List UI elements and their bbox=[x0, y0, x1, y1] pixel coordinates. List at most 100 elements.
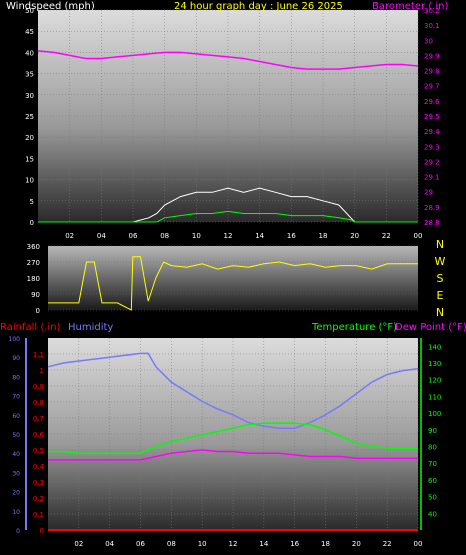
wind-x-tick: 04 bbox=[97, 232, 106, 240]
direction-tick: 270 bbox=[27, 259, 40, 267]
wind-x-tick: 22 bbox=[382, 232, 391, 240]
humidity-tick: 100 bbox=[9, 336, 21, 343]
temp-x-axis: 02 04 06 08 10 12 14 16 18 20 22 00 bbox=[74, 540, 422, 548]
windspeed-tick: 50 bbox=[25, 7, 34, 15]
dewpoint-axis-label: Dew Point (°F) bbox=[395, 322, 466, 333]
windspeed-tick: 20 bbox=[25, 134, 34, 142]
wind-x-tick: 00 bbox=[414, 232, 423, 240]
barometer-tick: 28.9 bbox=[424, 204, 440, 212]
temperature-tick: 90 bbox=[428, 427, 437, 435]
temperature-tick: 50 bbox=[428, 494, 437, 502]
barometer-tick: 30.2 bbox=[424, 7, 440, 15]
series-windspeed bbox=[38, 187, 418, 223]
temperature-tick: 130 bbox=[428, 360, 441, 368]
rainfall-tick: 0.7 bbox=[33, 415, 44, 423]
rainfall-tick: 0.1 bbox=[33, 511, 44, 519]
temperature-axis-label: Temperature (°F) bbox=[311, 322, 397, 333]
rainfall-tick: 0.3 bbox=[33, 479, 44, 487]
wind-x-tick: 10 bbox=[192, 232, 201, 240]
temperature-tick: 100 bbox=[428, 410, 441, 418]
direction-tick: 0 bbox=[36, 307, 40, 315]
compass-label: W bbox=[435, 255, 446, 268]
humidity-tick: 80 bbox=[12, 374, 20, 381]
direction-series bbox=[48, 256, 418, 311]
windspeed-tick: 40 bbox=[25, 49, 34, 57]
temp-x-tick: 04 bbox=[105, 540, 114, 548]
rainfall-tick: 0.9 bbox=[33, 383, 44, 391]
rainfall-tick: 1 bbox=[40, 367, 44, 375]
humidity-tick: 0 bbox=[16, 528, 20, 535]
windspeed-tick: 0 bbox=[30, 219, 34, 227]
wind-x-tick: 06 bbox=[129, 232, 138, 240]
direction-plot-area bbox=[48, 246, 418, 310]
temp-x-tick: 06 bbox=[136, 540, 145, 548]
barometer-tick: 29.9 bbox=[424, 52, 440, 60]
rainfall-axis-label: Rainfall (.in) bbox=[0, 322, 61, 333]
barometer-tick: 29.6 bbox=[424, 98, 440, 106]
rainfall-tick: 0.8 bbox=[33, 399, 44, 407]
series-temperature bbox=[48, 422, 418, 454]
barometer-tick: 30.1 bbox=[424, 22, 440, 30]
compass-label: N bbox=[436, 238, 444, 251]
series-dew-point bbox=[48, 449, 418, 461]
temp-x-tick: 02 bbox=[74, 540, 83, 548]
compass-label: S bbox=[437, 272, 444, 285]
wind-x-tick: 02 bbox=[65, 232, 74, 240]
barometer-tick: 29 bbox=[424, 189, 433, 197]
barometer-tick: 29.2 bbox=[424, 158, 440, 166]
wind-x-tick: 12 bbox=[224, 232, 233, 240]
compass-label: E bbox=[437, 289, 444, 302]
windspeed-tick: 35 bbox=[25, 71, 34, 79]
temperature-tick: 110 bbox=[428, 393, 441, 401]
rainfall-axis: 0 0.1 0.2 0.3 0.4 0.5 0.6 0.7 0.8 0.9 1 1.1 bbox=[33, 351, 45, 535]
temperature-tick: 140 bbox=[428, 343, 441, 351]
temp-series bbox=[47, 352, 419, 531]
direction-axis: 0 90 180 270 360 bbox=[27, 243, 40, 315]
temp-x-tick: 12 bbox=[229, 540, 238, 548]
barometer-tick: 29.7 bbox=[424, 83, 440, 91]
humidity-axis-label: Humidity bbox=[68, 322, 113, 333]
temp-x-tick: 16 bbox=[290, 540, 299, 548]
windspeed-tick: 30 bbox=[25, 92, 34, 100]
temp-x-tick: 00 bbox=[414, 540, 423, 548]
temp-gridlines bbox=[48, 338, 419, 531]
wind-series bbox=[37, 50, 419, 223]
barometer-axis-label: Barometer (.in) bbox=[372, 1, 448, 12]
windspeed-tick: 45 bbox=[25, 28, 34, 36]
humidity-tick: 40 bbox=[12, 451, 20, 458]
rainfall-tick: 0.5 bbox=[33, 447, 44, 455]
barometer-tick: 29.5 bbox=[424, 113, 440, 121]
wind-x-tick: 14 bbox=[255, 232, 264, 240]
wind-x-tick: 16 bbox=[287, 232, 296, 240]
series-wind-direction bbox=[48, 256, 418, 311]
barometer-tick: 29.1 bbox=[424, 174, 440, 182]
windspeed-tick: 5 bbox=[30, 198, 34, 206]
rainfall-tick: 0 bbox=[40, 527, 44, 535]
humidity-tick: 70 bbox=[12, 394, 20, 401]
humidity-tick: 30 bbox=[12, 470, 20, 477]
direction-tick: 360 bbox=[27, 243, 40, 251]
wind-x-tick: 20 bbox=[350, 232, 359, 240]
temp-x-tick: 14 bbox=[259, 540, 268, 548]
temperature-tick: 40 bbox=[428, 510, 437, 518]
windspeed-axis: 0 5 10 15 20 25 30 35 40 45 50 bbox=[25, 7, 34, 227]
barometer-tick: 29.3 bbox=[424, 143, 440, 151]
humidity-tick: 20 bbox=[12, 490, 20, 497]
humidity-tick: 60 bbox=[12, 413, 20, 420]
rainfall-tick: 1.1 bbox=[33, 351, 44, 359]
compass-label: N bbox=[436, 306, 444, 319]
humidity-tick: 10 bbox=[12, 509, 20, 516]
humidity-tick: 50 bbox=[12, 432, 20, 439]
temp-x-tick: 22 bbox=[383, 540, 392, 548]
windspeed-tick: 15 bbox=[25, 155, 34, 163]
series-barometer bbox=[37, 50, 419, 70]
temperature-tick: 80 bbox=[428, 444, 437, 452]
barometer-tick: 30 bbox=[424, 37, 433, 45]
rainfall-tick: 0.6 bbox=[33, 431, 45, 439]
barometer-axis: 28.8 28.9 29 29.1 29.2 29.3 29.4 29.5 29.6 29.7 29… bbox=[424, 7, 440, 227]
humidity-axis: 0 10 20 30 40 50 60 70 80 90 100 bbox=[9, 336, 27, 535]
barometer-tick: 29.8 bbox=[424, 68, 440, 76]
rainfall-tick: 0.4 bbox=[33, 463, 45, 471]
